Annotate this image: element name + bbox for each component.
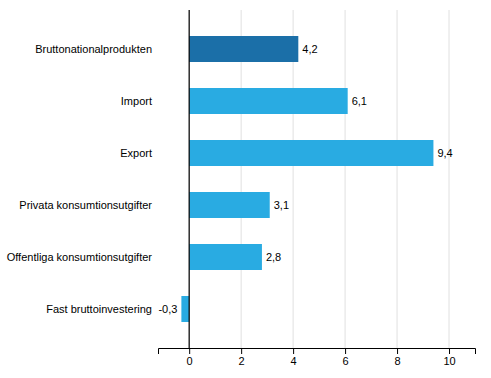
x-tick-mark	[293, 348, 294, 354]
x-tick-label: 4	[291, 355, 297, 367]
x-tick-label: 0	[187, 355, 193, 367]
bar	[181, 296, 189, 322]
bar	[189, 244, 262, 270]
grid-line	[189, 10, 190, 348]
chart: 0 2 4 6 8 10 Fast bruttoinvestering Offentliga …	[0, 0, 491, 378]
data-labels: -0,3 2,8 3,1 9,4 6,1 4,2	[158, 43, 452, 315]
y-tick: Offentliga konsumtionsutgifter	[7, 251, 158, 263]
y-tick-label: Offentliga konsumtionsutgifter	[7, 251, 153, 263]
y-tick-label: Privata konsumtionsutgifter	[19, 199, 152, 211]
x-tick-label: 2	[239, 355, 245, 367]
x-tick-mark	[241, 348, 242, 354]
y-tick-label: Fast bruttoinvestering	[46, 303, 152, 315]
x-tick-mark	[449, 348, 450, 354]
data-label: -0,3	[158, 303, 177, 315]
bar	[189, 192, 270, 218]
x-tick-label: 10	[443, 355, 455, 367]
data-label: 4,2	[302, 43, 317, 55]
x-tick: 0	[187, 348, 193, 367]
bar	[189, 140, 433, 166]
plot-area	[181, 36, 433, 322]
bar	[189, 36, 298, 62]
x-tick-label: 6	[343, 355, 349, 367]
y-tick: Import	[121, 95, 158, 107]
x-axis-line	[159, 349, 476, 355]
data-label: 3,1	[274, 199, 289, 211]
data-label: 2,8	[266, 251, 281, 263]
y-tick-label: Export	[120, 147, 152, 159]
data-label: 6,1	[352, 95, 367, 107]
y-axis: Fast bruttoinvestering Offentliga konsumt…	[7, 43, 158, 315]
y-tick: Fast bruttoinvestering	[46, 303, 158, 315]
data-label: 9,4	[437, 147, 452, 159]
zero-line	[189, 10, 190, 348]
y-tick-label: Bruttonationalprodukten	[35, 43, 152, 55]
x-tick: 6	[343, 348, 349, 367]
x-tick: 10	[443, 348, 455, 367]
grid-line	[345, 10, 346, 348]
x-tick-mark	[397, 348, 398, 354]
x-tick: 2	[239, 348, 245, 367]
grid-line	[449, 10, 450, 348]
y-tick: Export	[120, 147, 158, 159]
bar	[189, 88, 348, 114]
y-tick: Privata konsumtionsutgifter	[19, 199, 158, 211]
y-tick-label: Import	[121, 95, 152, 107]
grid	[189, 10, 449, 348]
x-tick: 4	[291, 348, 297, 367]
x-axis: 0 2 4 6 8 10	[159, 348, 476, 367]
x-tick-mark	[189, 348, 190, 354]
x-tick: 8	[394, 348, 400, 367]
x-tick-mark	[345, 348, 346, 354]
y-tick: Bruttonationalprodukten	[35, 43, 158, 55]
x-tick-label: 8	[394, 355, 400, 367]
grid-line	[397, 10, 398, 348]
